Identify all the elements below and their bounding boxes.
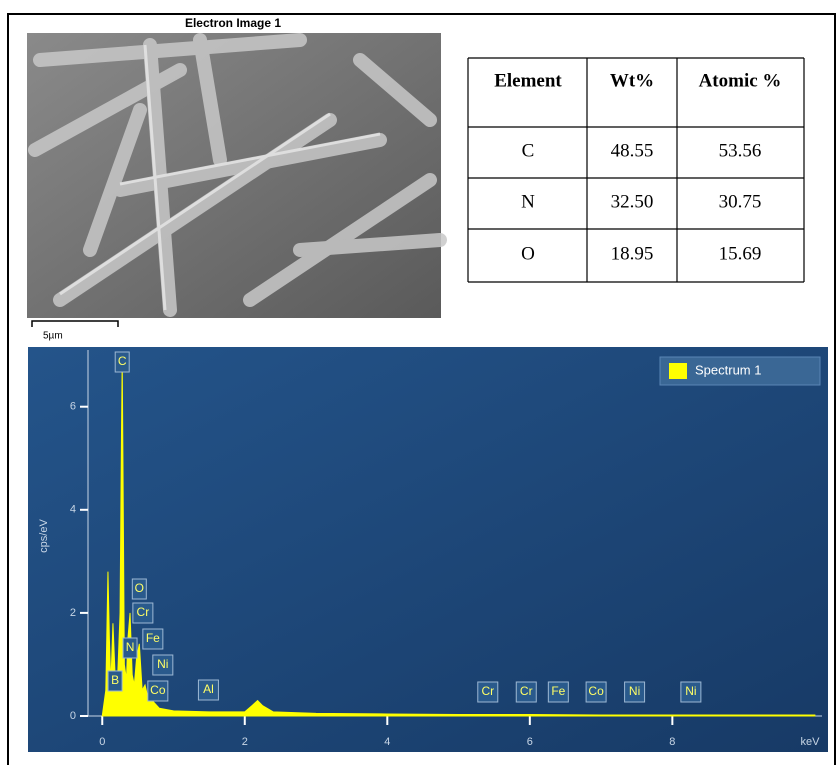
figure: Electron Image 1 5µm Spectrum 1 cps/eV k… <box>0 0 837 765</box>
table-header: Element <box>494 70 562 91</box>
peak-label-text: Fe <box>146 631 160 645</box>
legend-label: Spectrum 1 <box>695 362 761 377</box>
table-header: Wt% <box>610 70 654 91</box>
peak-label-text: Cr <box>137 605 150 619</box>
x-tick-label: 0 <box>99 736 105 748</box>
y-tick-label: 4 <box>70 504 76 516</box>
peak-label: Ni <box>625 682 645 702</box>
peak-label: O <box>132 579 146 599</box>
peak-label: Fe <box>548 682 568 702</box>
sem-image <box>27 33 441 318</box>
peak-label-text: Co <box>150 683 166 697</box>
x-tick-label: 4 <box>384 736 390 748</box>
peak-label: Cr <box>516 682 536 702</box>
peak-label-text: Cr <box>520 684 533 698</box>
table-cell: 53.56 <box>719 140 762 161</box>
peak-label-text: Cr <box>481 684 494 698</box>
peak-label-text: Ni <box>157 657 168 671</box>
peak-label-text: Co <box>588 684 604 698</box>
y-axis-label: cps/eV <box>38 519 50 553</box>
table-cell: 18.95 <box>611 243 654 264</box>
peak-label: Fe <box>143 629 163 649</box>
peak-label: Al <box>198 680 218 700</box>
table-header: Atomic % <box>699 70 782 91</box>
table-cell: O <box>521 243 535 264</box>
x-tick-label: 2 <box>242 736 248 748</box>
table-cell: 48.55 <box>611 140 654 161</box>
peak-label: N <box>123 638 137 658</box>
x-tick-label: 8 <box>669 736 675 748</box>
peak-label-text: N <box>126 640 135 654</box>
peak-label: Co <box>148 681 168 701</box>
peak-label: B <box>108 671 122 691</box>
peak-label-text: C <box>118 354 127 368</box>
peak-label: C <box>115 352 129 372</box>
table-cell: 32.50 <box>611 191 654 212</box>
table-cell: C <box>522 140 535 161</box>
peak-label-text: Ni <box>629 684 640 698</box>
table-cell: 15.69 <box>719 243 762 264</box>
peak-label: Ni <box>681 682 701 702</box>
peak-label-text: Al <box>203 682 214 696</box>
y-tick-label: 6 <box>70 401 76 413</box>
table-cell: N <box>521 191 535 212</box>
peak-label-text: B <box>111 673 119 687</box>
image-title: Electron Image 1 <box>185 16 281 30</box>
peak-label: Ni <box>153 655 173 675</box>
peak-label: Cr <box>133 603 153 623</box>
x-tick-label: 6 <box>527 736 533 748</box>
peak-label: Cr <box>478 682 498 702</box>
y-tick-label: 2 <box>70 607 76 619</box>
table-cell: 30.75 <box>719 191 762 212</box>
scale-label: 5µm <box>43 331 63 342</box>
peak-label-text: Fe <box>551 684 565 698</box>
legend[interactable]: Spectrum 1 <box>660 357 820 385</box>
peak-label-text: Ni <box>685 684 696 698</box>
peak-label: Co <box>586 682 606 702</box>
peak-label-text: O <box>135 581 144 595</box>
x-axis-label: keV <box>801 736 821 748</box>
y-tick-label: 0 <box>70 710 76 722</box>
scale-bar <box>32 321 118 327</box>
legend-swatch <box>669 363 687 379</box>
